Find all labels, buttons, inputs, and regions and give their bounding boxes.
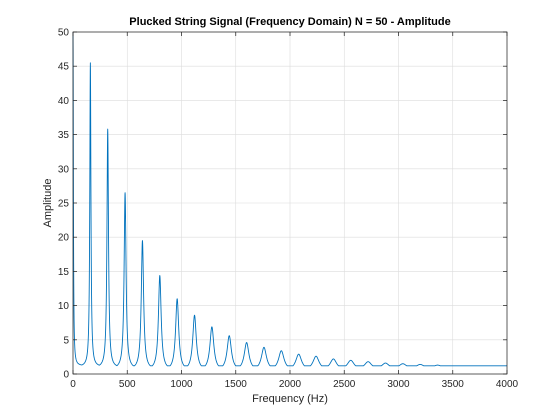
y-tick-label: 35 <box>58 130 70 141</box>
x-tick-label: 1000 <box>170 379 193 390</box>
ticks: 0 500 1000 1500 2000 2500 3000 3500 4000 0 5 10 15 20… <box>58 28 519 391</box>
x-tick-label: 500 <box>119 379 136 390</box>
y-tick-label: 30 <box>58 164 70 175</box>
x-tick-label: 2000 <box>279 379 302 390</box>
y-tick-label: 20 <box>58 233 70 244</box>
y-tick-label: 0 <box>63 370 69 381</box>
x-axis-label: Frequency (Hz) <box>252 393 328 405</box>
x-tick-label: 3000 <box>387 379 410 390</box>
y-axis-label: Amplitude <box>42 179 54 228</box>
x-tick-label: 2500 <box>333 379 356 390</box>
series-layer <box>72 31 508 367</box>
chart-title: Plucked String Signal (Frequency Domain)… <box>129 16 450 28</box>
y-tick-label: 25 <box>58 199 70 210</box>
y-tick-label: 15 <box>58 267 70 278</box>
y-tick-label: 5 <box>63 335 69 346</box>
x-tick-label: 1500 <box>225 379 248 390</box>
y-tick-label: 45 <box>58 62 70 73</box>
x-tick-label: 3500 <box>442 379 465 390</box>
x-tick-label: 4000 <box>496 379 519 390</box>
y-tick-label: 40 <box>58 96 70 107</box>
y-tick-label: 50 <box>58 28 70 39</box>
y-tick-label: 10 <box>58 301 70 312</box>
amplitude-series-line <box>72 31 508 367</box>
x-tick-label: 0 <box>70 379 76 390</box>
